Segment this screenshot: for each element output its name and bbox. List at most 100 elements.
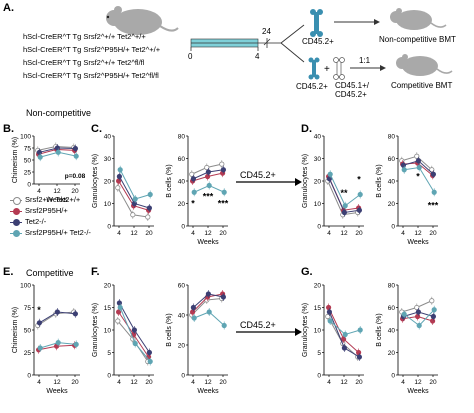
chart-f1: 0 5 10 15 20 4 12 20 Granulocytes (%) [92,282,154,386]
data-point [429,318,436,324]
y-tick-label: 30 [104,156,112,163]
y-tick-label: 75 [24,305,32,312]
significance-annotation: * [357,175,361,185]
y-tick-label: 20 [314,178,322,185]
data-point [431,189,437,195]
y-tick-label: 0 [391,223,395,230]
y-tick-label: 40 [104,133,112,140]
y-tick-label: 0 [391,372,395,379]
data-point [206,182,212,189]
y-axis-label: B cells (%) [166,313,173,346]
panel-label-e: E. [3,266,14,278]
y-tick-label: 0 [317,223,321,230]
x-tick-label: 4 [401,379,405,386]
bone-icon-cd45-2 [310,9,323,37]
x-tick-label: 12 [414,230,422,237]
data-point [116,173,123,180]
legend-item: Srsf2P95H/+ Tet2-/- [10,228,95,240]
data-point [340,336,347,342]
data-point [117,304,123,311]
data-point [191,189,197,195]
data-point [147,358,153,365]
data-point [431,307,437,313]
y-tick-label: 100 [20,133,31,140]
y-tick-label: 20 [104,282,112,289]
data-point [221,322,227,329]
y-tick-label: 20 [314,282,322,289]
legend-item: Srsf2+/+ Tet2+/+ [10,195,95,207]
x-axis-label: Weeks [197,388,219,395]
data-point [221,189,227,195]
timeline-tick-4: 4 [255,52,260,61]
ratio-label: 1:1 [359,56,371,65]
y-tick-label: 20 [178,201,186,208]
y-tick-label: 0 [181,223,185,230]
y-tick-label: 50 [24,157,32,164]
split-arrow-lower [280,42,305,63]
data-point [414,153,420,159]
chart-g1: 0 5 10 15 20 4 12 20 Granulocytes (%) [302,282,364,386]
x-tick-label: 12 [204,230,212,237]
y-axis-label: B cells (%) [376,164,383,197]
data-point [191,315,197,321]
x-tick-label: 12 [130,230,138,237]
y-tick-label: 60 [388,156,396,163]
data-point [117,167,123,173]
legend-marker-dm [13,230,20,237]
data-point [327,318,333,324]
bone-icon-cd45-1 [333,57,345,80]
data-point [116,309,122,315]
data-point [145,214,151,220]
series-line [119,169,151,200]
data-point [356,354,362,360]
x-tick-label: 12 [53,379,61,386]
noncompetitive-bmt-label: Non-competitive BMT [379,35,456,44]
data-point [430,171,436,177]
x-tick-label: 20 [429,379,437,386]
legend-label-dm: Srsf2P95H/+ Tet2-/- [25,228,91,237]
genotype-line-1: hScl-CreER^T Tg Srsf2^+/+ Tet2^+/+ [23,32,146,41]
x-axis-label: Weeks [46,388,68,395]
x-axis-label: Weeks [407,388,429,395]
panel-label-d: D. [301,123,312,135]
x-tick-label: 20 [145,379,153,386]
x-tick-label: 4 [117,379,121,386]
data-point [72,311,79,317]
legend-label-tet2: Tet2-/- [25,217,47,226]
legend-item: Srsf2P95H/+ [10,206,95,218]
y-tick-label: 30 [314,156,322,163]
data-point [205,169,211,175]
x-tick-label: 4 [191,230,195,237]
data-point [219,161,225,167]
y-tick-label: 10 [314,201,322,208]
x-tick-label: 20 [429,230,437,237]
y-tick-label: 15 [314,305,322,312]
arrow-label-cd45-2-top: CD45.2+ [240,170,276,180]
chart-f2: 0 20 40 60 4 12 20 B cells (%) Weeks [166,282,228,395]
x-tick-label: 12 [53,188,61,195]
data-point [327,171,333,177]
y-tick-label: 40 [388,327,396,334]
data-point [36,320,43,326]
x-tick-label: 20 [355,379,363,386]
y-tick-label: 60 [178,156,186,163]
data-point [341,209,347,216]
y-tick-label: 0 [107,223,111,230]
data-point [37,154,43,160]
data-point [401,167,407,173]
x-tick-label: 4 [401,230,405,237]
data-point [131,200,137,207]
y-tick-label: 25 [24,169,32,176]
y-tick-label: 40 [178,312,186,319]
split-arrow-upper [280,24,305,44]
data-point [115,318,121,324]
data-point [205,291,211,297]
data-point [401,311,407,317]
y-axis-label: Chimerism (%) [12,137,19,183]
y-tick-label: 40 [388,178,396,185]
y-axis-label: Granulocytes (%) [92,303,99,357]
data-point [147,191,153,198]
data-point [326,309,332,315]
